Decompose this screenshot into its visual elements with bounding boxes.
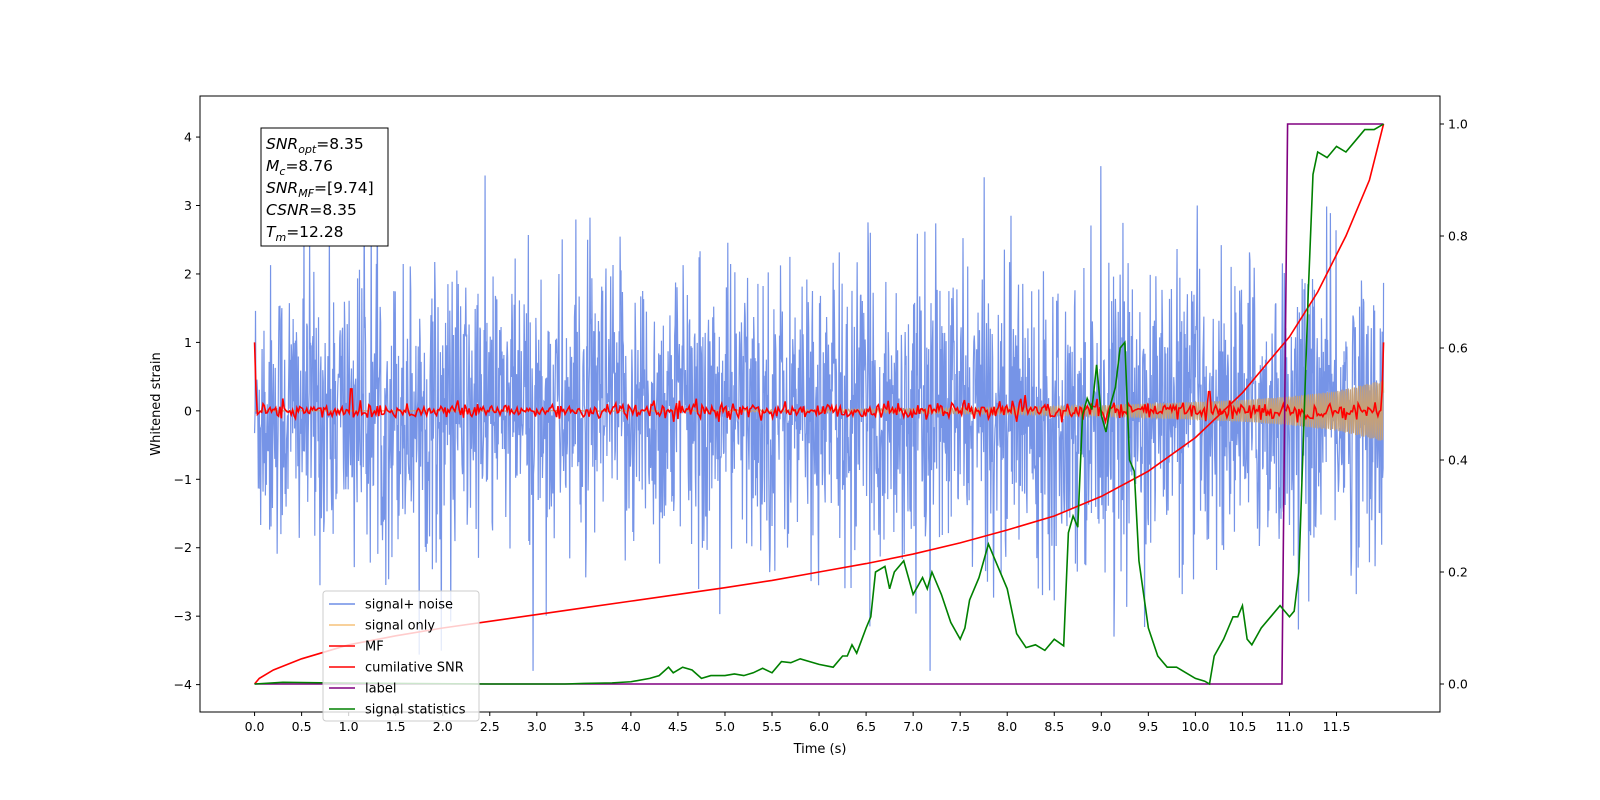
x-tick-label: 0.5 <box>292 719 312 734</box>
x-tick-label: 7.5 <box>950 719 970 734</box>
x-tick-label: 5.5 <box>762 719 782 734</box>
info-box-frame <box>260 127 389 247</box>
x-tick-label: 5.0 <box>715 719 735 734</box>
info-line-mc-sub: c <box>279 165 285 178</box>
info-line-snr-mf-main: SNR <box>266 179 298 197</box>
y-tick-label: 4 <box>184 130 192 145</box>
x-tick-label: 6.5 <box>856 719 876 734</box>
legend-entry-label: label <box>365 682 396 697</box>
y-tick-label: −4 <box>174 677 192 692</box>
info-line-tm-sub: m <box>275 231 286 244</box>
x-tick-label: 2.0 <box>433 719 453 734</box>
series-label-line <box>254 123 1384 685</box>
x-tick-label: 11.5 <box>1323 719 1351 734</box>
series-mf-line <box>253 342 1385 425</box>
y-tick-label: 2 <box>184 266 192 281</box>
y-tick-label: 1 <box>184 335 192 350</box>
y-tick-label: 0 <box>184 403 192 418</box>
info-line-mc-main: M <box>266 157 279 175</box>
axes: 0.0 0.5 1.0 1.5 2.0 2.5 3.0 3.5 4.0 4.5 5.0 5.5 6.0 6… <box>174 117 1468 735</box>
x-tick-label: 4.5 <box>668 719 688 734</box>
x-tick-label: 4.0 <box>621 719 641 734</box>
x-tick-label: 9.0 <box>1091 719 1111 734</box>
series-signal-noise-line <box>253 137 1385 671</box>
x-tick-label: 3.5 <box>574 719 594 734</box>
y-tick-label: 3 <box>184 198 192 213</box>
info-line-mc-value: =8.76 <box>285 157 333 175</box>
y2-tick-label: 0.0 <box>1448 677 1468 692</box>
x-tick-label: 1.0 <box>339 719 359 734</box>
y2-tick-label: 1.0 <box>1448 117 1468 132</box>
y2-tick-label: 0.6 <box>1448 341 1468 356</box>
legend-frame <box>322 590 480 722</box>
y-tick-label: −2 <box>174 540 192 555</box>
info-line-tm-value: =12.28 <box>286 223 343 241</box>
x-tick-label: 11.0 <box>1276 719 1304 734</box>
legend-entry-label: MF <box>365 640 384 655</box>
legend: signal+ noise signal only MF cumilative SNR… <box>322 590 480 722</box>
x-tick-label: 8.5 <box>1044 719 1064 734</box>
x-tick-label: 3.0 <box>527 719 547 734</box>
info-box: SNRopt=8.35 Mc=8.76 SNRMF=[9.74] CSNR=8.… <box>260 127 389 247</box>
y-tick-label: −1 <box>174 472 192 487</box>
legend-entry-label: signal only <box>365 619 435 634</box>
info-line-csnr: CSNR=8.35 <box>266 201 357 219</box>
legend-entry-label: cumilative SNR <box>365 661 464 676</box>
info-line-snr-mf-sub: MF <box>298 187 314 200</box>
legend-entry-label: signal statistics <box>365 703 466 718</box>
x-tick-label: 7.0 <box>903 719 923 734</box>
x-axis-label: Time (s) <box>793 742 847 757</box>
x-tick-label: 2.5 <box>480 719 500 734</box>
x-tick-label: 6.0 <box>809 719 829 734</box>
info-line-tm: Tm=12.28 <box>266 223 344 244</box>
info-line-snr-opt-main: SNR <box>266 135 298 153</box>
info-line-snr-mf: SNRMF=[9.74] <box>266 179 374 200</box>
y2-tick-label: 0.2 <box>1448 565 1468 580</box>
y2-tick-label: 0.8 <box>1448 229 1468 244</box>
x-tick-label: 1.5 <box>386 719 406 734</box>
info-line-snr-opt: SNRopt=8.35 <box>266 135 364 156</box>
info-line-snr-mf-value: =[9.74] <box>314 179 374 197</box>
info-line-csnr-value: =8.35 <box>309 201 357 219</box>
x-tick-label: 0.0 <box>245 719 265 734</box>
x-tick-label: 9.5 <box>1138 719 1158 734</box>
x-tick-label: 10.5 <box>1229 719 1257 734</box>
y-axis-label: Whitened strain <box>149 352 164 455</box>
legend-entry-label: signal+ noise <box>365 598 453 613</box>
info-line-csnr-main: CSNR <box>266 201 309 219</box>
y2-tick-label: 0.4 <box>1448 453 1468 468</box>
info-line-tm-main: T <box>266 223 277 241</box>
x-tick-label: 8.0 <box>997 719 1017 734</box>
info-line-mc: Mc=8.76 <box>266 157 333 178</box>
info-line-snr-opt-sub: opt <box>298 143 317 156</box>
info-line-snr-opt-value: =8.35 <box>316 135 364 153</box>
x-tick-label: 10.0 <box>1181 719 1209 734</box>
series-signal-statistics-line <box>254 123 1384 686</box>
plot-frame <box>199 95 1441 713</box>
y-tick-label: −3 <box>174 609 192 624</box>
